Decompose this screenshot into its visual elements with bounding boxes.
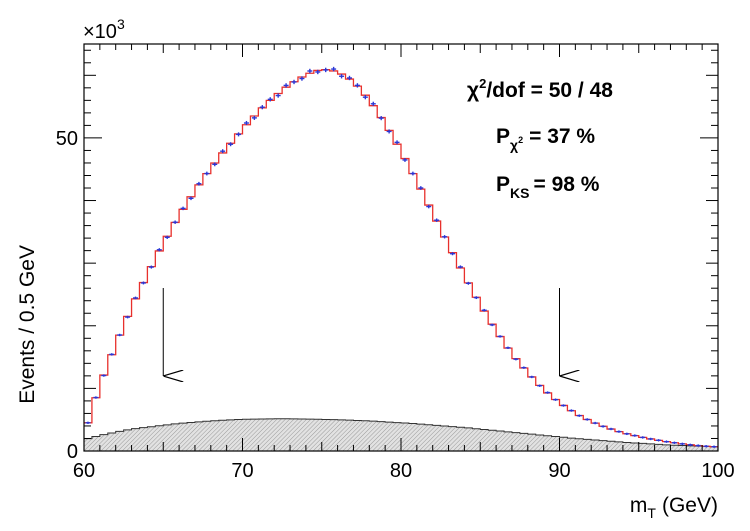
x-axis-title: mT (GeV): [630, 494, 718, 521]
x-tick-label: 80: [390, 460, 412, 482]
p-chi2-annotation: Pχ2 = 37 %: [496, 125, 595, 153]
x-tick-label: 60: [73, 460, 95, 482]
background-histogram-outline: [84, 418, 718, 448]
y-tick-labels: 0 50: [56, 128, 78, 463]
y-axis-multiplier: ×103: [83, 16, 125, 43]
chi2-dof-annotation: χ2/dof = 50 / 48: [467, 76, 613, 102]
y-tick-label: 0: [67, 441, 78, 463]
x-tick-label: 70: [231, 460, 253, 482]
y-tick-label: 50: [56, 128, 78, 150]
red-histogram-series: [84, 69, 718, 448]
x-tick-label: 100: [701, 460, 734, 482]
plot-frame: [83, 43, 719, 452]
p-ks-annotation: PKS = 98 %: [496, 173, 600, 201]
x-tick-label: 90: [548, 460, 570, 482]
axis-ticks: [83, 44, 719, 452]
blue-points-series: [85, 66, 717, 448]
x-tick-labels: 60 70 80 90 100: [73, 460, 735, 482]
y-axis-title: Events / 0.5 GeV: [16, 245, 39, 404]
